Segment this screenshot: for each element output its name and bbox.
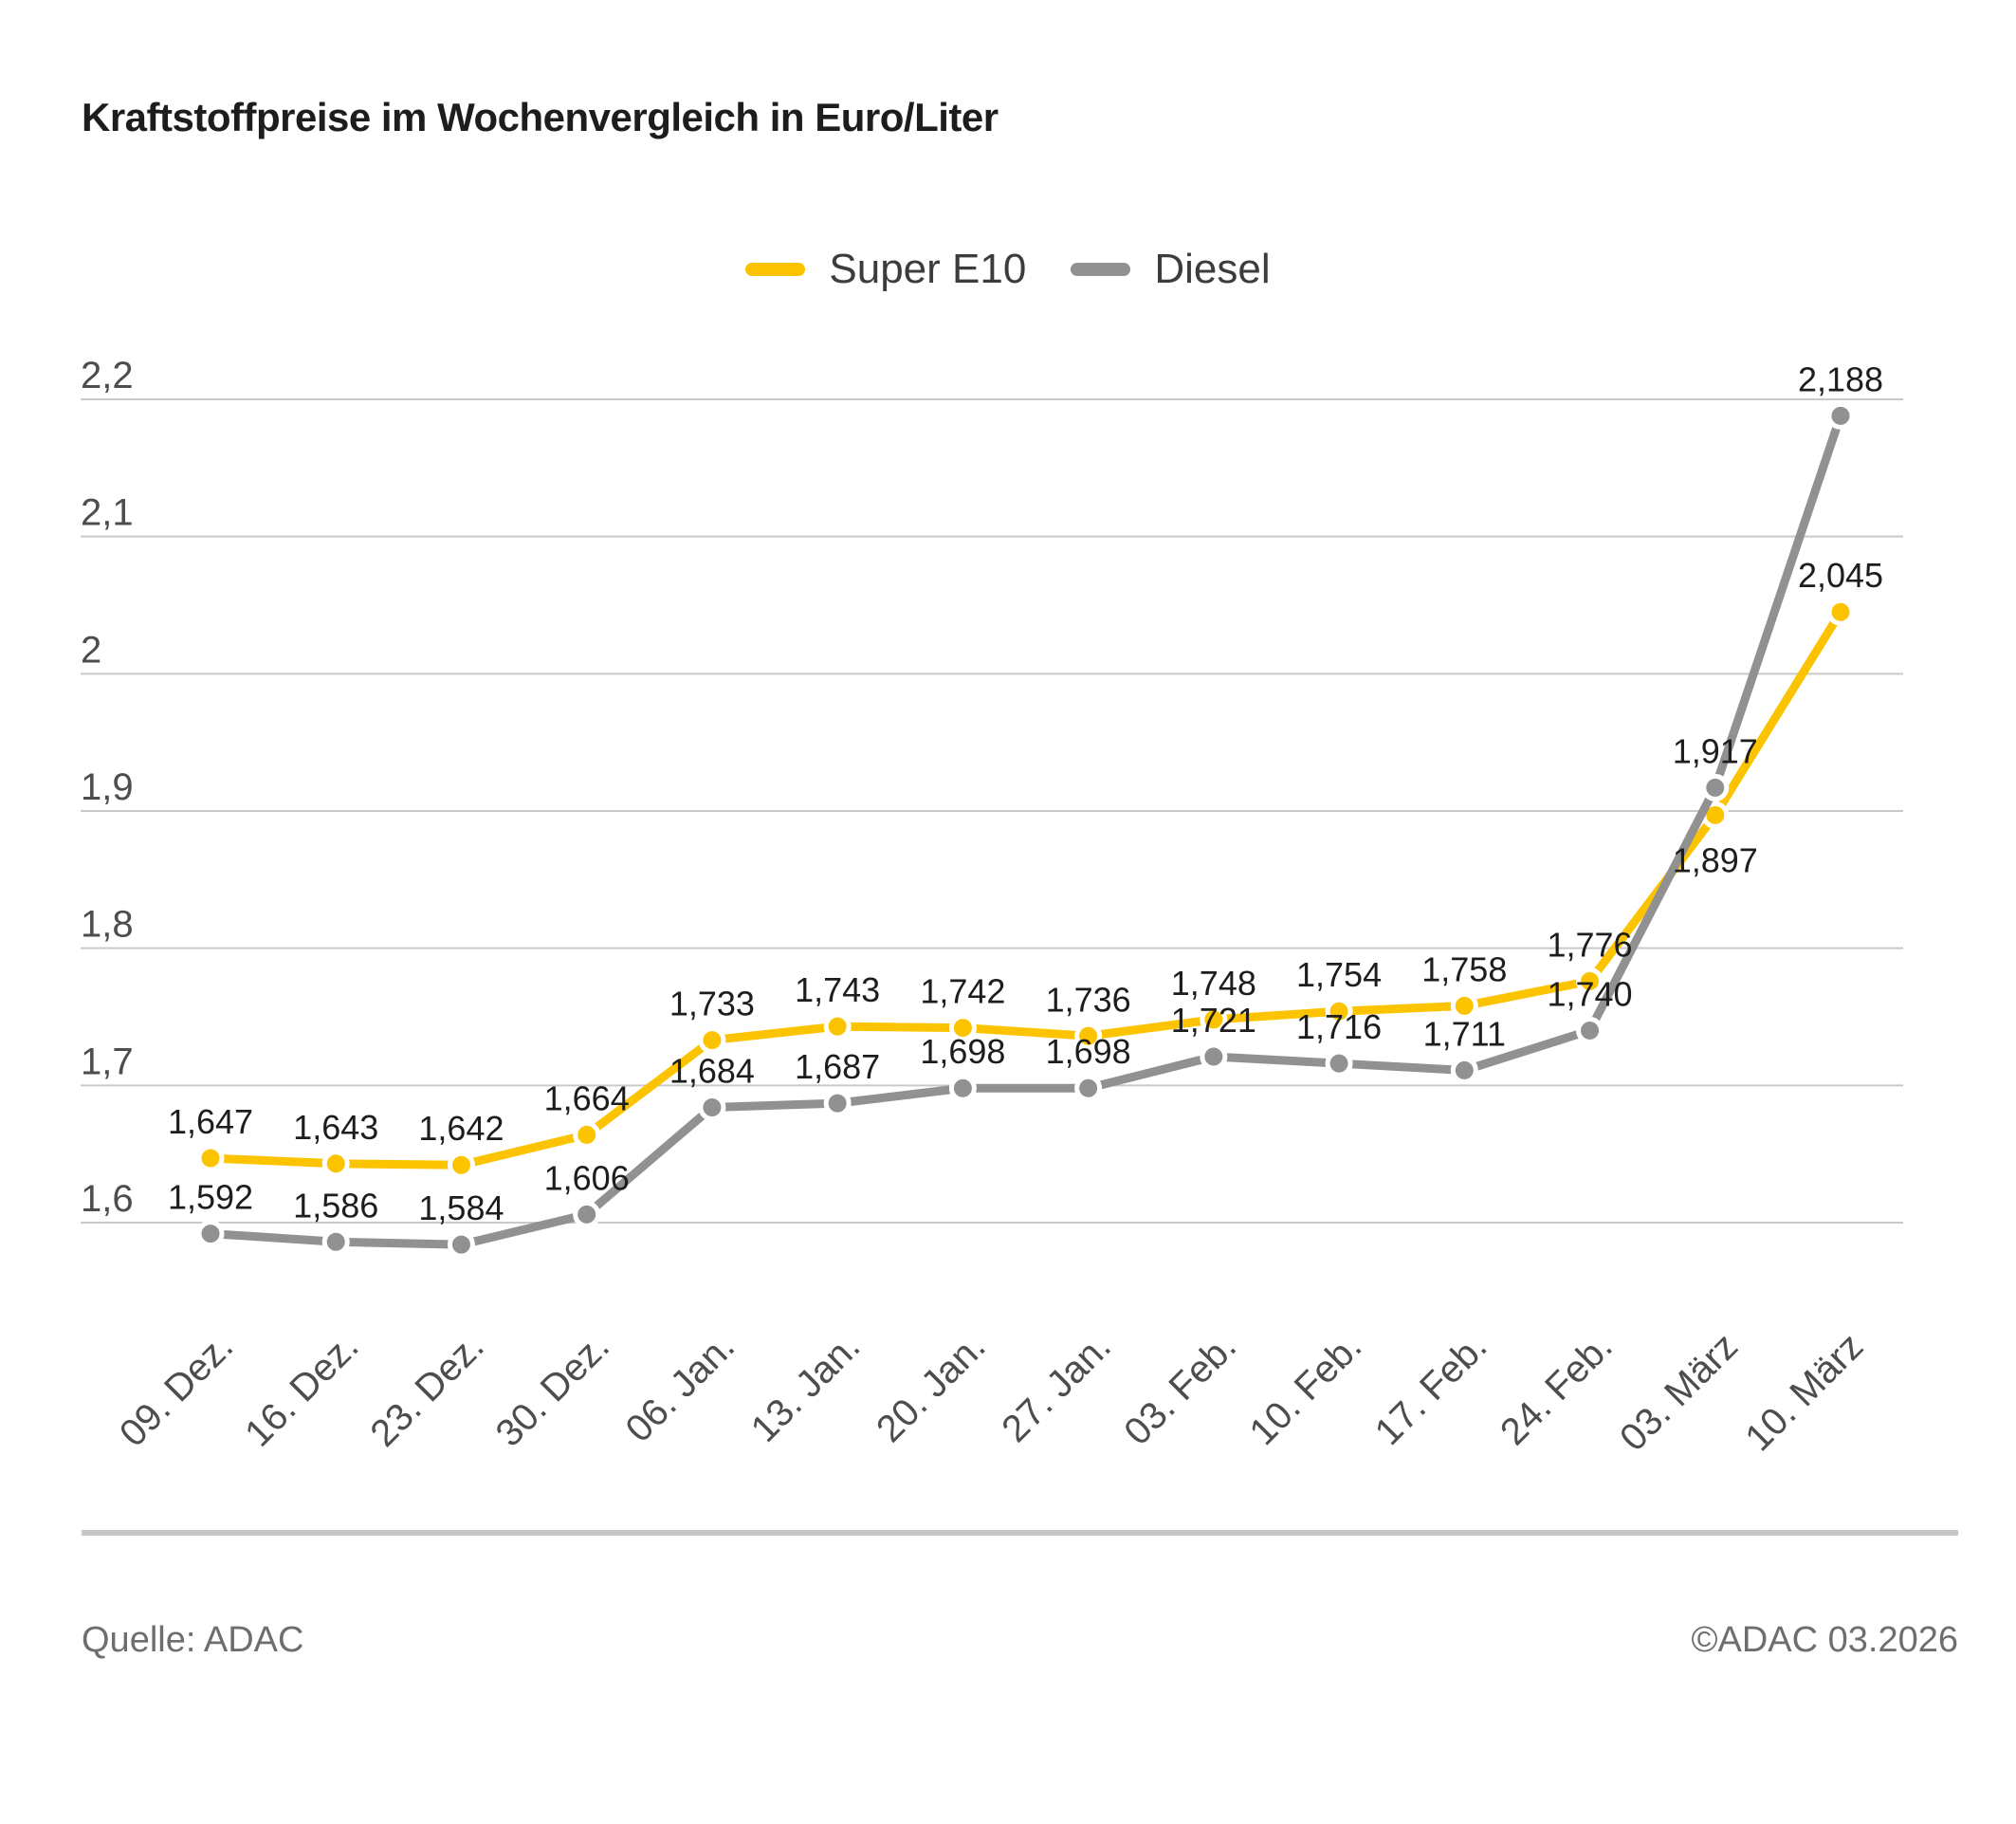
value-label-diesel: 1,592: [168, 1178, 253, 1217]
value-label-diesel: 1,740: [1547, 974, 1632, 1013]
data-point-marker-super-e10: [1826, 598, 1855, 626]
value-label-super-e10: 1,642: [418, 1109, 504, 1148]
data-point-marker-super-e10: [321, 1150, 350, 1178]
value-label-diesel: 1,711: [1423, 1014, 1506, 1053]
value-label-super-e10: 2,045: [1798, 556, 1883, 595]
x-axis-tick-label: 27. Jan.: [994, 1325, 1119, 1450]
data-point-marker-super-e10: [698, 1026, 726, 1055]
y-axis-tick-label: 2,2: [81, 355, 134, 396]
value-label-super-e10: 1,643: [293, 1108, 378, 1147]
chart-title: Kraftstoffpreise im Wochenvergleich in E…: [82, 95, 999, 139]
x-axis-tick-label: 13. Jan.: [743, 1325, 869, 1450]
value-label-diesel: 1,698: [920, 1032, 1005, 1071]
data-point-marker-diesel: [823, 1089, 852, 1117]
value-label-super-e10: 1,742: [920, 972, 1005, 1011]
data-point-marker-super-e10: [196, 1144, 225, 1172]
data-point-marker-diesel: [1576, 1016, 1604, 1044]
value-label-super-e10: 1,733: [669, 985, 755, 1023]
data-point-marker-diesel: [1325, 1049, 1353, 1078]
value-label-diesel: 1,606: [544, 1158, 630, 1197]
value-label-diesel: 1,716: [1296, 1007, 1382, 1046]
x-axis-tick-label: 16. Dez.: [237, 1325, 366, 1454]
value-label-diesel: 1,698: [1046, 1032, 1131, 1071]
source-note: Quelle: ADAC: [82, 1620, 304, 1660]
value-label-super-e10: 1,736: [1046, 980, 1131, 1019]
x-axis-tick-label: 09. Dez.: [112, 1325, 241, 1454]
data-point-marker-diesel: [698, 1093, 726, 1121]
x-axis-tick-label: 24. Feb.: [1493, 1325, 1621, 1453]
data-point-marker-diesel: [1074, 1074, 1103, 1102]
x-axis-tick-label: 03. März: [1612, 1325, 1746, 1459]
data-point-marker-diesel: [1450, 1056, 1478, 1084]
legend-label-diesel: Diesel: [1154, 246, 1271, 292]
y-axis-tick-label: 1,6: [81, 1178, 134, 1220]
x-axis-tick-label: 17. Feb.: [1367, 1325, 1495, 1453]
value-label-super-e10: 1,647: [168, 1102, 253, 1141]
series-line-super-e10: [206, 607, 1845, 1170]
data-point-marker-diesel: [321, 1227, 350, 1256]
chart-legend: Super E10 Diesel: [0, 241, 2016, 298]
value-label-super-e10: 1,743: [795, 970, 880, 1009]
footer-divider: [82, 1530, 1958, 1536]
y-axis-tick-label: 2: [81, 629, 101, 671]
value-label-super-e10: 1,754: [1296, 955, 1382, 994]
copyright-note: ©ADAC 03.2026: [1691, 1620, 1959, 1660]
x-axis-tick-label: 06. Jan.: [618, 1325, 743, 1450]
data-point-marker-diesel: [1701, 773, 1730, 801]
x-axis-tick-label: 10. März: [1737, 1325, 1871, 1459]
value-label-diesel: 1,586: [293, 1186, 378, 1225]
data-point-marker-super-e10: [1450, 991, 1478, 1020]
value-label-diesel: 1,687: [795, 1047, 880, 1086]
data-point-marker-super-e10: [1325, 997, 1353, 1025]
value-label-super-e10: 1,758: [1421, 949, 1507, 988]
data-point-marker-diesel: [1200, 1042, 1228, 1071]
data-point-marker-diesel: [573, 1200, 601, 1228]
y-axis-tick-label: 1,8: [81, 904, 134, 946]
legend-item-super-e10: Super E10: [745, 246, 1026, 293]
value-label-diesel: 1,584: [418, 1188, 504, 1227]
value-label-diesel: 2,188: [1798, 359, 1883, 398]
series-line-diesel: [206, 411, 1845, 1249]
y-axis-tick-label: 1,7: [81, 1041, 134, 1082]
y-axis-tick-label: 1,9: [81, 766, 134, 808]
data-point-marker-super-e10: [823, 1012, 852, 1041]
data-point-marker-diesel: [196, 1220, 225, 1248]
y-axis-tick-label: 2,1: [81, 492, 134, 534]
value-label-super-e10: 1,664: [544, 1078, 630, 1117]
data-point-marker-super-e10: [1074, 1022, 1103, 1050]
x-axis-tick-label: 10. Feb.: [1242, 1325, 1370, 1453]
data-point-marker-super-e10: [948, 1014, 977, 1042]
value-label-super-e10: 1,897: [1673, 840, 1758, 879]
x-axis-tick-label: 23. Dez.: [362, 1325, 491, 1454]
value-label-diesel: 1,917: [1673, 731, 1758, 770]
diesel-line-swatch: [1071, 263, 1131, 276]
data-point-marker-diesel: [948, 1074, 977, 1102]
value-label-diesel: 1,684: [669, 1051, 755, 1090]
data-point-marker-super-e10: [573, 1120, 601, 1149]
data-point-marker-super-e10: [447, 1151, 475, 1179]
legend-item-diesel: Diesel: [1071, 246, 1271, 293]
legend-label-super-e10: Super E10: [829, 246, 1027, 292]
value-label-diesel: 1,721: [1171, 1001, 1256, 1040]
super-e10-line-swatch: [745, 263, 806, 276]
data-point-marker-super-e10: [1200, 1005, 1228, 1034]
x-axis-tick-label: 30. Dez.: [488, 1325, 617, 1454]
data-point-marker-super-e10: [1576, 967, 1604, 995]
data-point-marker-diesel: [1826, 401, 1855, 430]
value-label-super-e10: 1,776: [1547, 925, 1632, 964]
value-label-super-e10: 1,748: [1171, 964, 1256, 1003]
data-point-marker-diesel: [447, 1230, 475, 1259]
x-axis-tick-label: 20. Jan.: [869, 1325, 994, 1450]
x-axis-tick-label: 03. Feb.: [1116, 1325, 1244, 1453]
